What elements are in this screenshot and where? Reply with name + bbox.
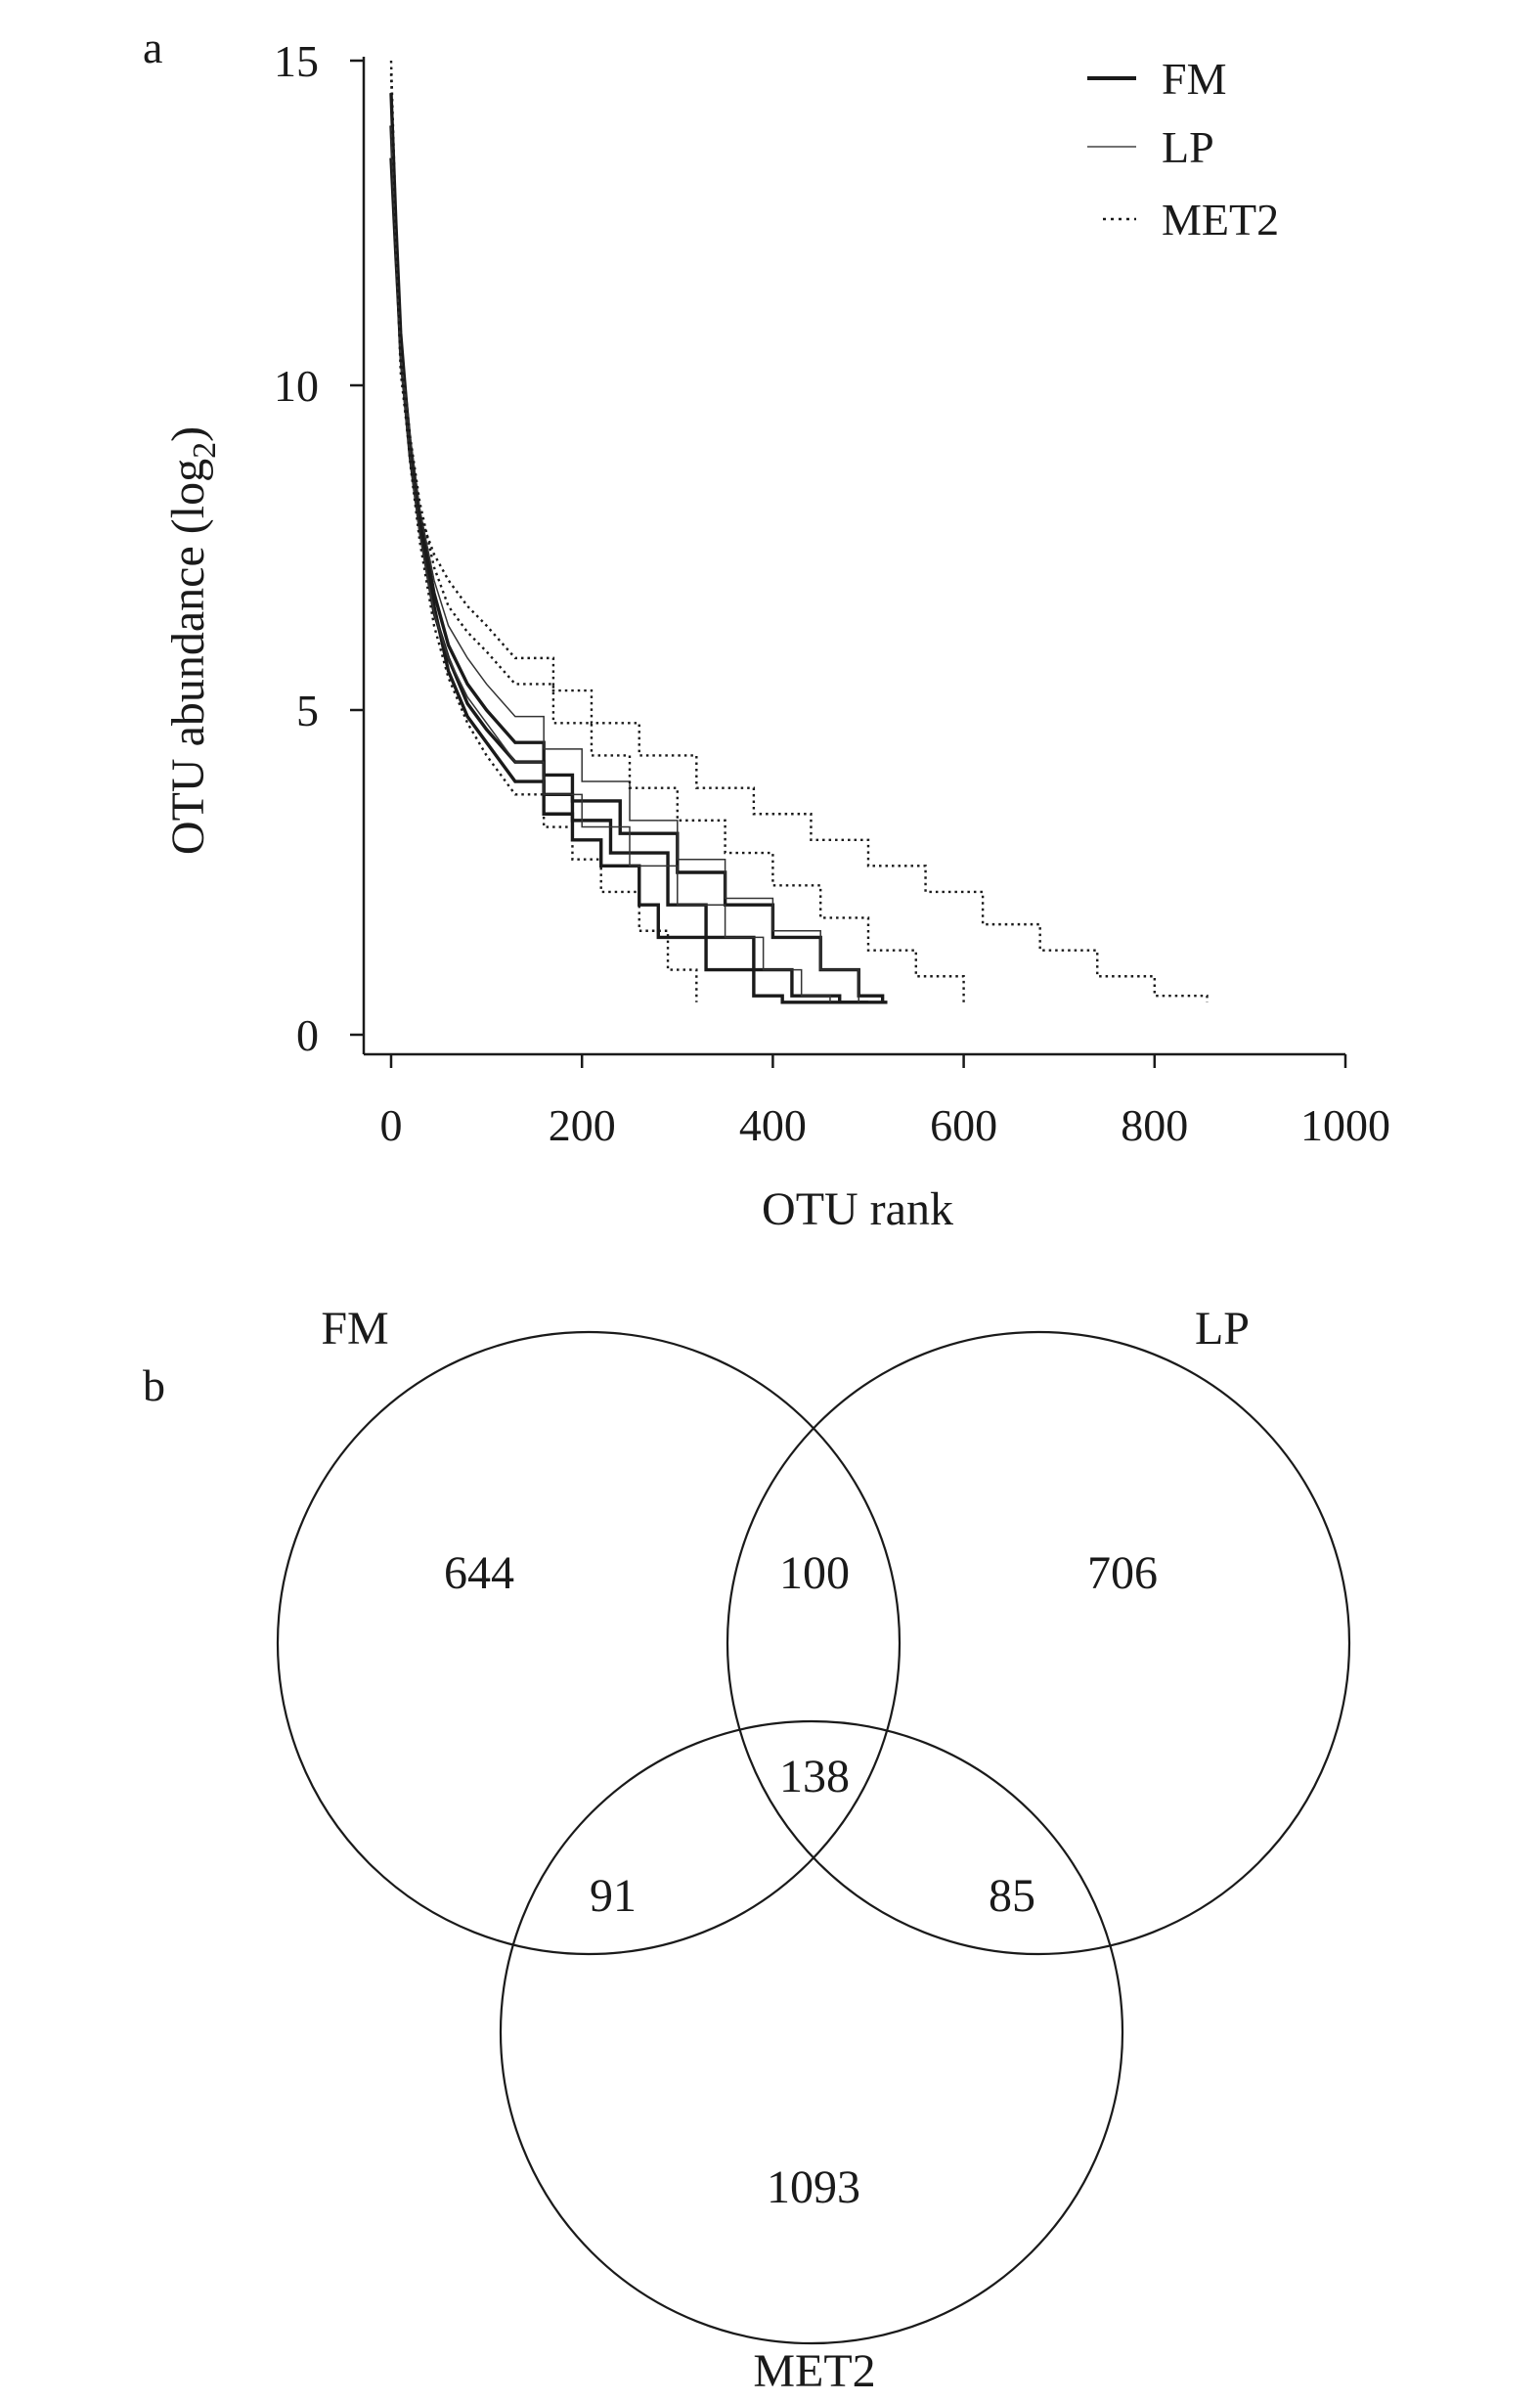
legend-label-fm: FM (1162, 54, 1226, 104)
y-tick-label: 5 (296, 686, 319, 735)
series-line-fm-1 (389, 125, 868, 1004)
venn-circle-lp (726, 1330, 1351, 1956)
y-tick-label: 15 (274, 36, 319, 86)
x-tick-label: 1000 (1300, 1100, 1390, 1150)
y-axis-label-main: OTU abundance (log (162, 459, 214, 855)
x-tick-label: 600 (930, 1100, 997, 1150)
x-axis-label: OTU rank (762, 1183, 953, 1235)
venn-count-met2-only: 1093 (767, 2161, 860, 2213)
venn-count-all: 138 (779, 1751, 850, 1802)
y-ticks: 0 5 10 15 (274, 36, 364, 1060)
series-line-lp-3 (390, 125, 831, 1002)
y-tick-label: 10 (274, 361, 319, 411)
legend-label-met2: MET2 (1162, 195, 1279, 245)
series-line-met2-5 (389, 60, 698, 1002)
venn-circle-fm (276, 1330, 902, 1956)
y-tick-label: 0 (296, 1010, 319, 1060)
rank-abundance-chart: 0 5 10 15 0 200 400 600 800 1000 OTU rank OTU ab… (162, 36, 1390, 1235)
panel-letter-a: a (143, 22, 162, 72)
y-axis-label-end: ) (162, 426, 214, 442)
venn-circle-met2 (499, 1719, 1124, 2345)
venn-count-lp-only: 706 (1087, 1547, 1158, 1599)
legend-label-lp: LP (1162, 122, 1214, 172)
venn-label-fm: FM (321, 1303, 388, 1355)
venn-label-met2: MET2 (753, 2345, 875, 2397)
venn-count-fm-lp: 100 (779, 1547, 850, 1599)
x-tick-label: 400 (739, 1100, 807, 1150)
x-tick-label: 0 (380, 1100, 403, 1150)
series-line-lp-4 (390, 138, 859, 1002)
x-tick-label: 200 (549, 1100, 616, 1150)
y-axis-label: OTU abundance (log2) (162, 426, 223, 855)
series-lines (389, 60, 1209, 1004)
venn-label-lp: LP (1195, 1303, 1250, 1355)
series-line-fm-2 (389, 157, 885, 1002)
series-line-met2-7 (389, 73, 1209, 1002)
legend: FM LP MET2 (1087, 54, 1279, 245)
venn-count-fm-only: 644 (444, 1547, 514, 1599)
venn-diagram: FM LP MET2 644 706 1093 100 91 85 138 (276, 1303, 1351, 2397)
panel-letter-b: b (143, 1360, 165, 1410)
venn-count-fm-met2: 91 (590, 1870, 637, 1922)
series-line-met2-6 (389, 93, 965, 1002)
venn-count-lp-met2: 85 (989, 1870, 1035, 1922)
y-axis-label-subscript: 2 (187, 442, 223, 459)
x-ticks: 0 200 400 600 800 1000 (380, 1054, 1390, 1150)
x-tick-label: 800 (1121, 1100, 1188, 1150)
